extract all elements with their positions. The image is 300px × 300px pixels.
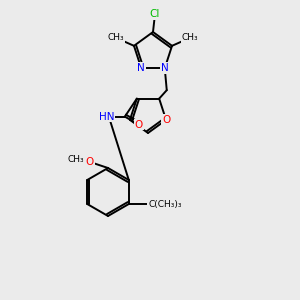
Text: N: N: [161, 63, 169, 73]
Text: CH₃: CH₃: [182, 33, 198, 42]
Text: N: N: [137, 63, 145, 73]
Text: Cl: Cl: [150, 9, 160, 19]
Text: HN: HN: [99, 112, 115, 122]
Text: O: O: [86, 157, 94, 167]
Text: CH₃: CH₃: [108, 33, 124, 42]
Text: CH₃: CH₃: [68, 155, 84, 164]
Text: O: O: [162, 115, 170, 125]
Text: C(CH₃)₃: C(CH₃)₃: [148, 200, 182, 208]
Text: O: O: [135, 120, 143, 130]
